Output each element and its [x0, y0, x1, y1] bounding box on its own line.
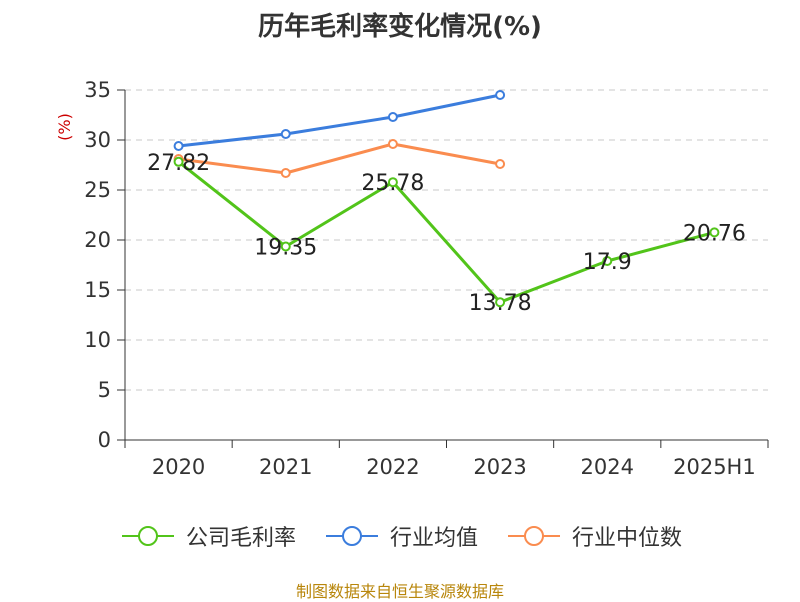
- legend-line-circle-icon: [121, 526, 174, 546]
- legend-item-industry-median[interactable]: 行业中位数: [504, 520, 682, 552]
- legend-item-industry-mean[interactable]: 行业均值: [322, 520, 478, 552]
- y-tick-label: 5: [98, 378, 111, 402]
- series-line: [178, 142, 501, 175]
- data-point: [495, 90, 506, 100]
- data-point: [280, 241, 291, 252]
- y-tick-label: 35: [84, 78, 111, 102]
- x-tick-label: 2025H1: [673, 455, 756, 479]
- legend-label-industry-mean: 行业均值: [389, 526, 478, 551]
- source-note: 制图数据来自恒生聚源数据库: [295, 582, 504, 601]
- x-tick-label: 2022: [366, 455, 419, 479]
- y-tick-label: 30: [84, 128, 111, 152]
- chart-title: 历年毛利率变化情况(%): [258, 12, 542, 42]
- y-tick-label: 0: [98, 428, 111, 452]
- series-line: [178, 93, 501, 148]
- data-point: [495, 297, 506, 308]
- series-line: [177, 160, 715, 304]
- y-tick-label: 25: [84, 178, 111, 202]
- data-point: [387, 177, 398, 188]
- legend-label-industry-median: 行业中位数: [572, 526, 683, 551]
- data-point: [173, 156, 184, 167]
- data-point: [280, 129, 291, 139]
- y-tick-label: 15: [84, 278, 111, 302]
- x-tick-label: 2021: [259, 455, 312, 479]
- data-label: 17.9: [583, 250, 632, 275]
- data-label: 20.76: [683, 221, 746, 246]
- legend-line-circle-icon: [325, 526, 378, 546]
- data-point: [173, 141, 184, 151]
- data-label: 19.35: [254, 236, 317, 261]
- data-point: [602, 256, 613, 266]
- legend-item-company[interactable]: 公司毛利率: [118, 520, 296, 552]
- data-point: [280, 168, 291, 178]
- legend: 公司毛利率 行业均值 行业中位数: [0, 520, 800, 552]
- data-point: [387, 112, 398, 122]
- legend-label-company: 公司毛利率: [185, 526, 296, 551]
- data-point: [709, 227, 720, 238]
- data-label: 13.78: [469, 291, 532, 316]
- y-axis-label: (%): [55, 113, 74, 141]
- y-tick-label: 20: [84, 228, 111, 252]
- data-label: 27.82: [147, 151, 210, 176]
- legend-line-circle-icon: [508, 526, 560, 546]
- data-point: [495, 159, 506, 169]
- data-point: [387, 139, 398, 149]
- x-tick-label: 2020: [152, 455, 205, 479]
- y-tick-label: 10: [84, 328, 111, 352]
- x-tick-label: 2024: [581, 455, 634, 479]
- x-tick-label: 2023: [473, 455, 526, 479]
- data-label: 25.78: [361, 171, 424, 196]
